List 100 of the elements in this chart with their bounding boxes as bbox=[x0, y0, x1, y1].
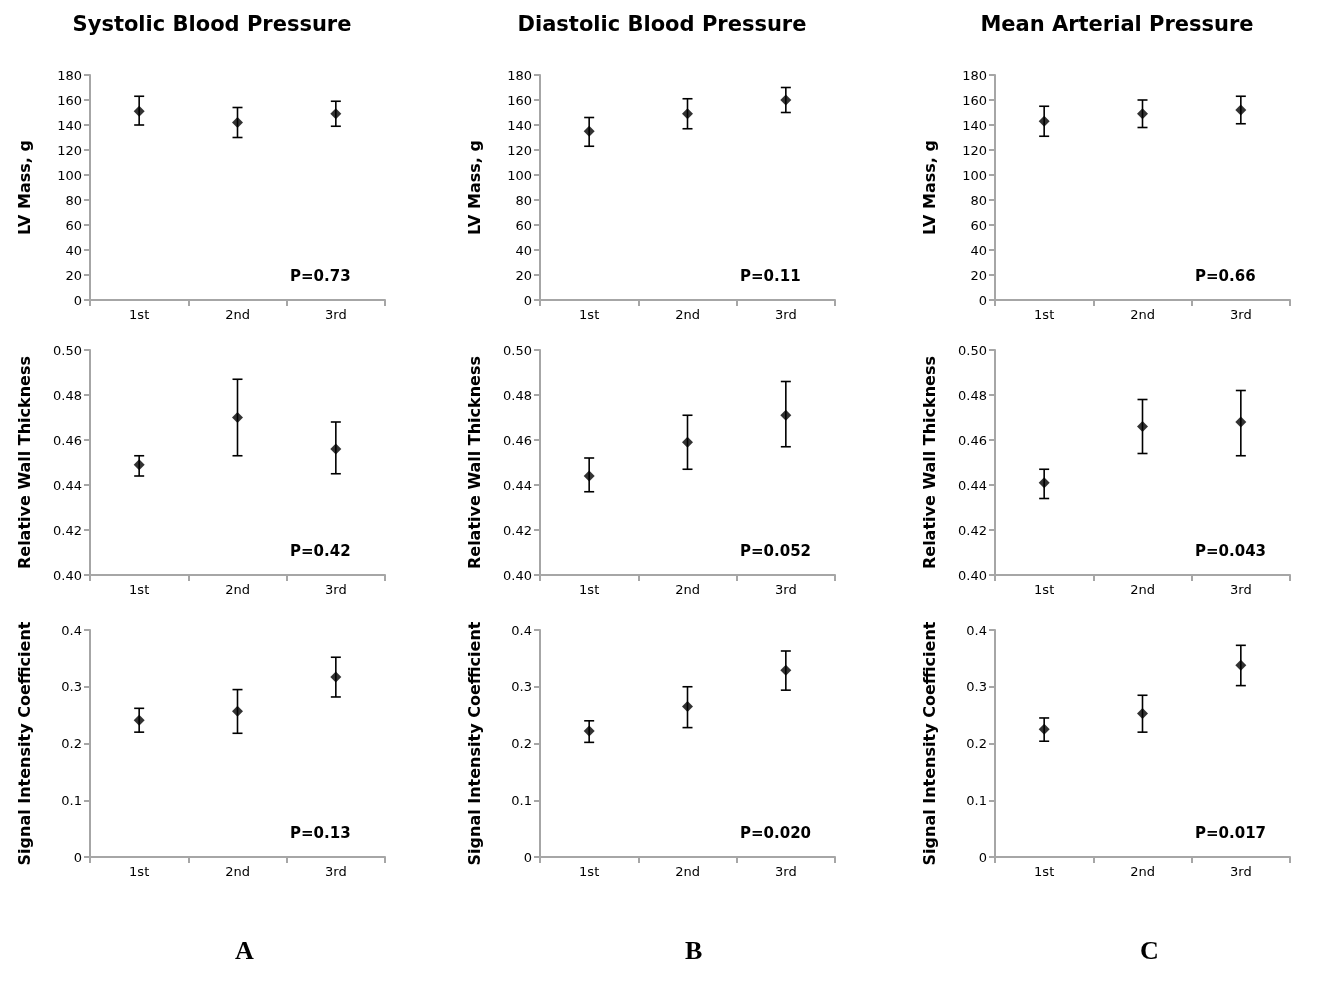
y-tick-label: 160 bbox=[507, 92, 532, 108]
y-tick-label: 0.48 bbox=[53, 387, 82, 403]
y-axis-title: LV Mass, g bbox=[464, 140, 484, 235]
y-tick-label: 0.42 bbox=[53, 522, 82, 538]
x-tick-label: 3rd bbox=[775, 864, 797, 879]
chart-title: Systolic Blood Pressure bbox=[72, 11, 352, 36]
point bbox=[1137, 707, 1148, 719]
x-tick-label: 2nd bbox=[675, 864, 700, 879]
y-tick-label: 0.3 bbox=[966, 679, 987, 695]
x-tick-label: 2nd bbox=[675, 582, 700, 597]
y-tick-label: 0.50 bbox=[958, 342, 987, 358]
y-tick-label: 0.42 bbox=[503, 522, 532, 538]
y-tick-label: 0.2 bbox=[61, 736, 82, 751]
point bbox=[330, 108, 342, 120]
annotation: P=0.73 bbox=[290, 266, 351, 285]
y-tick-label: 0.2 bbox=[511, 736, 532, 751]
y-tick-label: 0 bbox=[978, 849, 987, 865]
point bbox=[232, 412, 243, 423]
y-tick-label: 160 bbox=[57, 92, 82, 108]
text: B bbox=[685, 935, 703, 965]
point bbox=[330, 671, 342, 683]
point bbox=[232, 117, 243, 128]
y-tick-label: 120 bbox=[57, 142, 82, 158]
point bbox=[682, 436, 693, 448]
y-tick-label: 20 bbox=[515, 267, 532, 283]
point bbox=[583, 725, 595, 737]
point bbox=[780, 664, 792, 676]
point bbox=[330, 443, 342, 455]
point bbox=[133, 459, 145, 471]
x-tick-label: 1st bbox=[579, 864, 600, 879]
y-tick-label: 20 bbox=[65, 267, 82, 283]
y-tick-label: 0.4 bbox=[966, 622, 987, 638]
point bbox=[1235, 659, 1247, 671]
y-tick-label: 100 bbox=[507, 167, 532, 183]
annotation: P=0.66 bbox=[1195, 266, 1256, 285]
annotation: P=0.42 bbox=[290, 541, 351, 560]
y-axis-title: Signal Intensity Coefficient bbox=[464, 621, 484, 866]
y-tick-label: 0.40 bbox=[53, 567, 82, 583]
y-axis-title: Relative Wall Thickness bbox=[14, 355, 34, 570]
y-tick-label: 120 bbox=[507, 142, 532, 158]
chart-title: Mean Arterial Pressure bbox=[980, 11, 1254, 36]
y-tick-label: 60 bbox=[970, 217, 987, 233]
x-tick-label: 2nd bbox=[675, 307, 700, 322]
x-tick-label: 1st bbox=[1034, 582, 1055, 597]
y-tick-label: 0.44 bbox=[53, 477, 82, 493]
y-tick-label: 0.50 bbox=[53, 342, 82, 358]
y-tick-label: 0.4 bbox=[511, 622, 532, 638]
x-tick-label: 2nd bbox=[225, 864, 250, 879]
y-tick-label: 0.1 bbox=[61, 792, 82, 808]
text: C bbox=[1140, 935, 1159, 965]
point bbox=[232, 705, 243, 717]
y-tick-label: 0 bbox=[73, 849, 82, 865]
annotation: P=0.043 bbox=[1195, 541, 1267, 560]
y-axis-title: Signal Intensity Coefficient bbox=[919, 621, 939, 866]
y-tick-label: 0.4 bbox=[61, 622, 82, 638]
x-tick-label: 1st bbox=[129, 582, 150, 597]
y-tick-label: 140 bbox=[57, 117, 82, 133]
y-tick-label: 140 bbox=[962, 117, 987, 133]
y-tick-label: 100 bbox=[57, 167, 82, 183]
point bbox=[780, 94, 792, 106]
point bbox=[780, 409, 792, 421]
y-tick-label: 0.50 bbox=[503, 342, 532, 358]
point bbox=[682, 108, 693, 120]
point bbox=[583, 470, 595, 482]
point bbox=[1038, 477, 1050, 489]
y-tick-label: 120 bbox=[962, 142, 987, 158]
x-tick-label: 3rd bbox=[775, 582, 797, 597]
y-axis-title: Signal Intensity Coefficient bbox=[14, 621, 34, 866]
y-tick-label: 80 bbox=[65, 192, 82, 208]
y-tick-label: 40 bbox=[970, 242, 987, 258]
y-tick-label: 40 bbox=[65, 242, 82, 258]
x-tick-label: 3rd bbox=[775, 307, 797, 322]
y-axis-title: Relative Wall Thickness bbox=[919, 355, 939, 570]
x-tick-label: 3rd bbox=[325, 582, 347, 597]
y-tick-label: 0.44 bbox=[958, 477, 987, 493]
y-tick-label: 0.40 bbox=[503, 567, 532, 583]
y-tick-label: 0.1 bbox=[966, 792, 987, 808]
y-tick-label: 0.42 bbox=[958, 522, 987, 538]
y-tick-label: 0.3 bbox=[511, 679, 532, 695]
y-tick-label: 0.1 bbox=[511, 792, 532, 808]
x-tick-label: 3rd bbox=[1230, 582, 1252, 597]
y-tick-label: 0.46 bbox=[958, 432, 987, 448]
point bbox=[682, 701, 693, 713]
x-tick-label: 1st bbox=[129, 864, 150, 879]
y-tick-label: 0.2 bbox=[966, 736, 987, 751]
point bbox=[1235, 416, 1247, 428]
y-tick-label: 20 bbox=[970, 267, 987, 283]
y-tick-label: 0.46 bbox=[503, 432, 532, 448]
y-tick-label: 0 bbox=[523, 292, 532, 308]
x-tick-label: 1st bbox=[1034, 307, 1055, 322]
point bbox=[1137, 421, 1148, 432]
y-tick-label: 180 bbox=[507, 67, 532, 83]
point bbox=[1235, 104, 1247, 116]
point bbox=[1038, 723, 1050, 735]
annotation: P=0.13 bbox=[290, 823, 351, 842]
x-tick-label: 3rd bbox=[325, 864, 347, 879]
point bbox=[583, 125, 595, 137]
y-tick-label: 0.48 bbox=[503, 387, 532, 403]
y-tick-label: 180 bbox=[57, 67, 82, 83]
text: A bbox=[235, 935, 254, 965]
